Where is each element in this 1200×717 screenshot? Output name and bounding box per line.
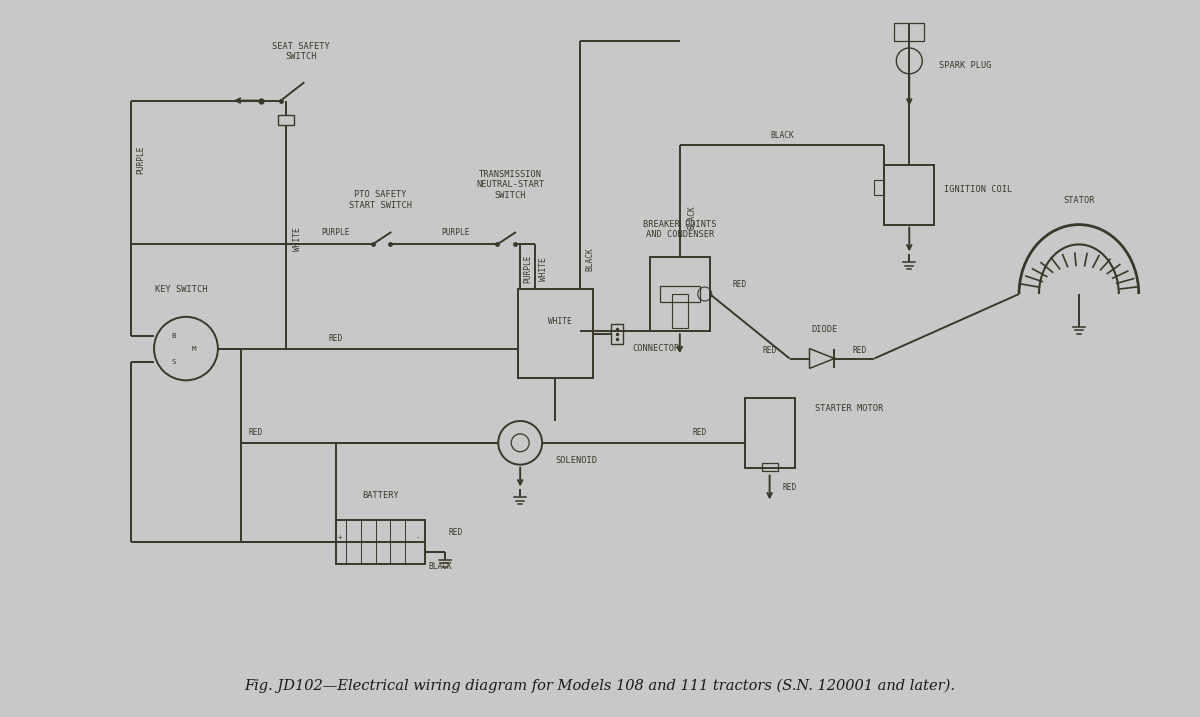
Text: Fig. JD102—Electrical wiring diagram for Models 108 and 111 tractors (S.N. 12000: Fig. JD102—Electrical wiring diagram for… xyxy=(245,679,955,693)
Text: RED: RED xyxy=(732,280,746,289)
Text: STARTER MOTOR: STARTER MOTOR xyxy=(815,404,883,412)
Bar xyxy=(336,520,426,564)
Text: RED: RED xyxy=(762,346,776,355)
Bar xyxy=(277,115,294,125)
Text: PTO SAFETY
START SWITCH: PTO SAFETY START SWITCH xyxy=(349,190,412,209)
Bar xyxy=(762,462,778,470)
Text: -: - xyxy=(415,534,420,540)
Text: PURPLE: PURPLE xyxy=(137,146,145,174)
Bar xyxy=(517,289,593,379)
Bar xyxy=(894,23,924,41)
Text: RED: RED xyxy=(692,428,707,437)
Text: IGNITION COIL: IGNITION COIL xyxy=(944,186,1013,194)
Text: RED: RED xyxy=(782,483,797,492)
Text: CONNECTOR: CONNECTOR xyxy=(632,344,679,353)
Text: PURPLE: PURPLE xyxy=(523,255,533,283)
Text: BLACK: BLACK xyxy=(770,130,794,140)
Text: SPARK PLUG: SPARK PLUG xyxy=(940,62,991,70)
Text: PURPLE: PURPLE xyxy=(442,228,469,237)
Text: BLACK: BLACK xyxy=(428,562,452,571)
Text: BATTERY: BATTERY xyxy=(362,491,398,500)
Bar xyxy=(875,180,884,195)
Text: M: M xyxy=(192,346,196,351)
Text: TRANSMISSION
NEUTRAL-START
SWITCH: TRANSMISSION NEUTRAL-START SWITCH xyxy=(476,170,545,200)
Text: BREAKER POINTS
AND CONDENSER: BREAKER POINTS AND CONDENSER xyxy=(643,220,716,239)
Text: +: + xyxy=(337,534,342,540)
Text: RED: RED xyxy=(449,528,462,536)
Text: WHITE: WHITE xyxy=(293,227,302,252)
Text: SEAT SAFETY
SWITCH: SEAT SAFETY SWITCH xyxy=(272,42,330,61)
Bar xyxy=(612,324,624,343)
Bar xyxy=(745,398,794,467)
Text: SOLENOID: SOLENOID xyxy=(556,456,598,465)
Text: DIODE: DIODE xyxy=(811,325,838,333)
Text: RED: RED xyxy=(248,428,263,437)
Text: BLACK: BLACK xyxy=(688,205,696,229)
Text: WHITE: WHITE xyxy=(539,257,547,281)
Bar xyxy=(884,165,935,224)
Bar xyxy=(672,293,688,328)
Text: WHITE: WHITE xyxy=(548,318,572,326)
Text: STATOR: STATOR xyxy=(1063,196,1094,205)
Text: S: S xyxy=(172,359,176,366)
Text: RED: RED xyxy=(852,346,866,355)
Text: KEY SWITCH: KEY SWITCH xyxy=(155,285,208,294)
Bar xyxy=(660,286,700,302)
Bar xyxy=(650,257,709,331)
Text: B: B xyxy=(172,333,176,338)
Text: BLACK: BLACK xyxy=(586,247,594,271)
Text: PURPLE: PURPLE xyxy=(322,228,350,237)
Text: RED: RED xyxy=(329,334,343,343)
